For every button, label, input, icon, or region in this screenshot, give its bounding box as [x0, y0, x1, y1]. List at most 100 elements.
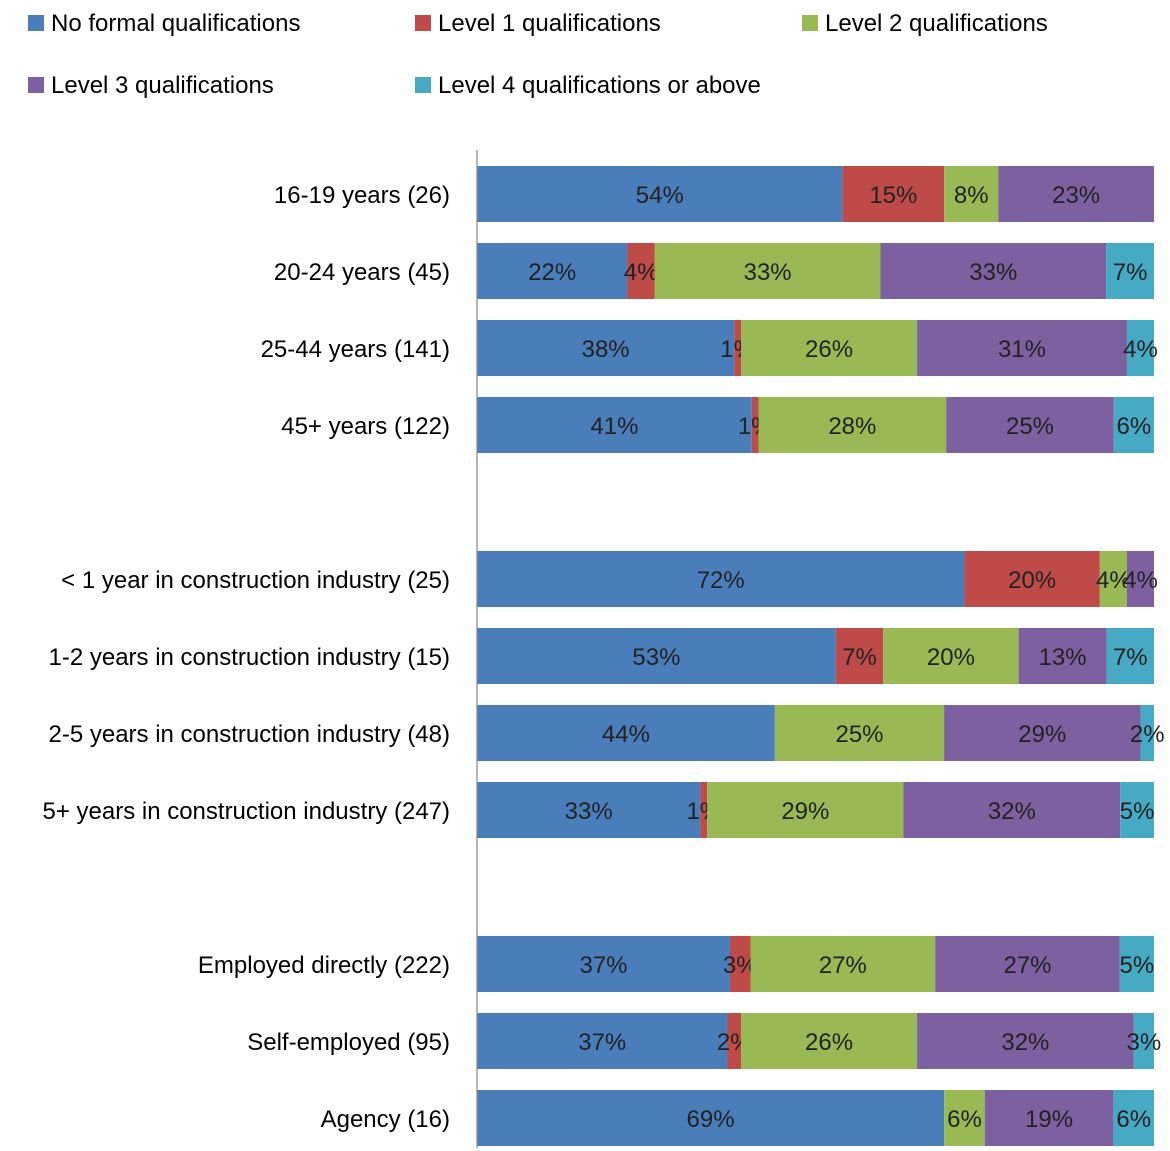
data-label: 69% [687, 1106, 735, 1133]
data-label: 41% [590, 413, 638, 440]
category-label: Employed directly (222) [198, 952, 450, 979]
data-label: 6% [1116, 1106, 1151, 1133]
bar-segment-level-3-qualifications [880, 243, 1107, 299]
bar-segment-level-3-qualifications [1126, 551, 1154, 607]
category-label: Agency (16) [321, 1106, 450, 1133]
legend-label-level-4-qualifications-or-above: Level 4 qualifications or above [438, 72, 761, 99]
bar-segment-level-3-qualifications [903, 782, 1121, 838]
data-label: 26% [805, 336, 853, 363]
legend-swatch-level-1-qualifications [415, 15, 431, 31]
bar-segment-level-2-qualifications [1099, 551, 1127, 607]
data-label: 27% [1003, 952, 1051, 979]
bar-segment-level-1-qualifications [964, 551, 1100, 607]
category-label: 20-24 years (45) [274, 259, 450, 286]
bar-segment-level-1-qualifications [734, 320, 742, 376]
legend-label-level-3-qualifications: Level 3 qualifications [51, 72, 274, 99]
bar-segment-no-formal-qualifications [477, 936, 731, 992]
bar-segment-level-4-qualifications-or-above [1113, 1090, 1154, 1146]
category-label: 2-5 years in construction industry (48) [48, 721, 450, 748]
data-label: 6% [947, 1106, 982, 1133]
category-label: Self-employed (95) [247, 1029, 450, 1056]
data-label: 4% [624, 259, 659, 286]
bar-segment-level-2-qualifications [774, 705, 945, 761]
data-label: 72% [697, 567, 745, 594]
bar-segment-level-3-qualifications [935, 936, 1120, 992]
data-label: 26% [805, 1029, 853, 1056]
data-label: 4% [1096, 567, 1131, 594]
bar-segment-level-3-qualifications [944, 705, 1141, 761]
data-label: 20% [1008, 567, 1056, 594]
data-label: 4% [1123, 567, 1158, 594]
bar-segment-level-4-qualifications-or-above [1126, 320, 1154, 376]
bar-segment-level-2-qualifications [758, 397, 947, 453]
data-label: 33% [744, 259, 792, 286]
data-label: 37% [579, 952, 627, 979]
legend-label-level-1-qualifications: Level 1 qualifications [438, 10, 661, 37]
data-label: 13% [1039, 644, 1087, 671]
legend-swatch-level-3-qualifications [28, 77, 44, 93]
data-label: 20% [927, 644, 975, 671]
data-label: 33% [969, 259, 1017, 286]
category-label: 45+ years (122) [281, 413, 450, 440]
category-label: 16-19 years (26) [274, 182, 450, 209]
category-label: 5+ years in construction industry (247) [42, 798, 450, 825]
data-label: 53% [632, 644, 680, 671]
data-label: 5% [1120, 952, 1155, 979]
bar-segment-level-1-qualifications [627, 243, 655, 299]
bar-segment-level-1-qualifications [700, 782, 708, 838]
data-label: 25% [1006, 413, 1054, 440]
bar-segment-level-4-qualifications-or-above [1133, 1013, 1154, 1069]
bar-segment-no-formal-qualifications [477, 551, 965, 607]
bar-segment-no-formal-qualifications [477, 628, 836, 684]
data-label: 29% [781, 798, 829, 825]
data-label: 6% [1117, 413, 1152, 440]
plot-area: 54% 15% 8% 23%22% 4% 33% 33% 7%38% 1% 26% 31% 4%41%… [477, 166, 1165, 1146]
data-label: 33% [565, 798, 613, 825]
bar-segment-level-3-qualifications [998, 166, 1154, 222]
category-label: 25-44 years (141) [261, 336, 450, 363]
bar-segment-level-2-qualifications [741, 1013, 918, 1069]
bar-segment-level-4-qualifications-or-above [1113, 397, 1154, 453]
data-label: 7% [1113, 644, 1148, 671]
bar-segment-no-formal-qualifications [477, 1013, 728, 1069]
data-label: 4% [1123, 336, 1158, 363]
bar-segment-level-4-qualifications-or-above [1119, 936, 1154, 992]
bar-segment-level-2-qualifications [654, 243, 881, 299]
bar-segment-level-2-qualifications [883, 628, 1019, 684]
bar-segment-no-formal-qualifications [477, 243, 628, 299]
data-label: 5% [1120, 798, 1155, 825]
legend-swatch-level-4-qualifications-or-above [415, 77, 431, 93]
bar-segment-level-3-qualifications [946, 397, 1114, 453]
bar-segment-level-1-qualifications [842, 166, 945, 222]
data-label: 27% [819, 952, 867, 979]
bar-segment-level-4-qualifications-or-above [1120, 782, 1154, 838]
data-label: 29% [1018, 721, 1066, 748]
data-label: 3% [1127, 1029, 1162, 1056]
bar-segment-level-1-qualifications [727, 1013, 742, 1069]
bar-segment-no-formal-qualifications [477, 320, 735, 376]
bar-segment-level-3-qualifications [917, 320, 1127, 376]
bar-segment-level-1-qualifications [730, 936, 751, 992]
data-label: 32% [988, 798, 1036, 825]
data-label: 37% [578, 1029, 626, 1056]
bar-segment-level-3-qualifications [984, 1090, 1114, 1146]
legend-swatch-level-2-qualifications [802, 15, 818, 31]
legend-label-no-formal-qualifications: No formal qualifications [51, 10, 300, 37]
bar-segment-level-2-qualifications [750, 936, 936, 992]
bar-segment-no-formal-qualifications [477, 705, 775, 761]
bar-segment-level-4-qualifications-or-above [1106, 628, 1154, 684]
bar-segment-level-2-qualifications [944, 166, 999, 222]
data-label: 28% [828, 413, 876, 440]
legend: No formal qualifications Level 1 qualific… [28, 10, 1048, 99]
bar-segment-level-1-qualifications [835, 628, 884, 684]
data-label: 54% [636, 182, 684, 209]
category-labels: 16-19 years (26) 20-24 years (45) 25-44 ye… [42, 182, 450, 1133]
category-label: 1-2 years in construction industry (15) [48, 644, 450, 671]
data-label: 32% [1001, 1029, 1049, 1056]
data-label: 31% [998, 336, 1046, 363]
bar-segment-level-1-qualifications [751, 397, 759, 453]
category-label: < 1 year in construction industry (25) [61, 567, 450, 594]
bar-segment-level-2-qualifications [741, 320, 918, 376]
bar-segment-level-2-qualifications [707, 782, 904, 838]
